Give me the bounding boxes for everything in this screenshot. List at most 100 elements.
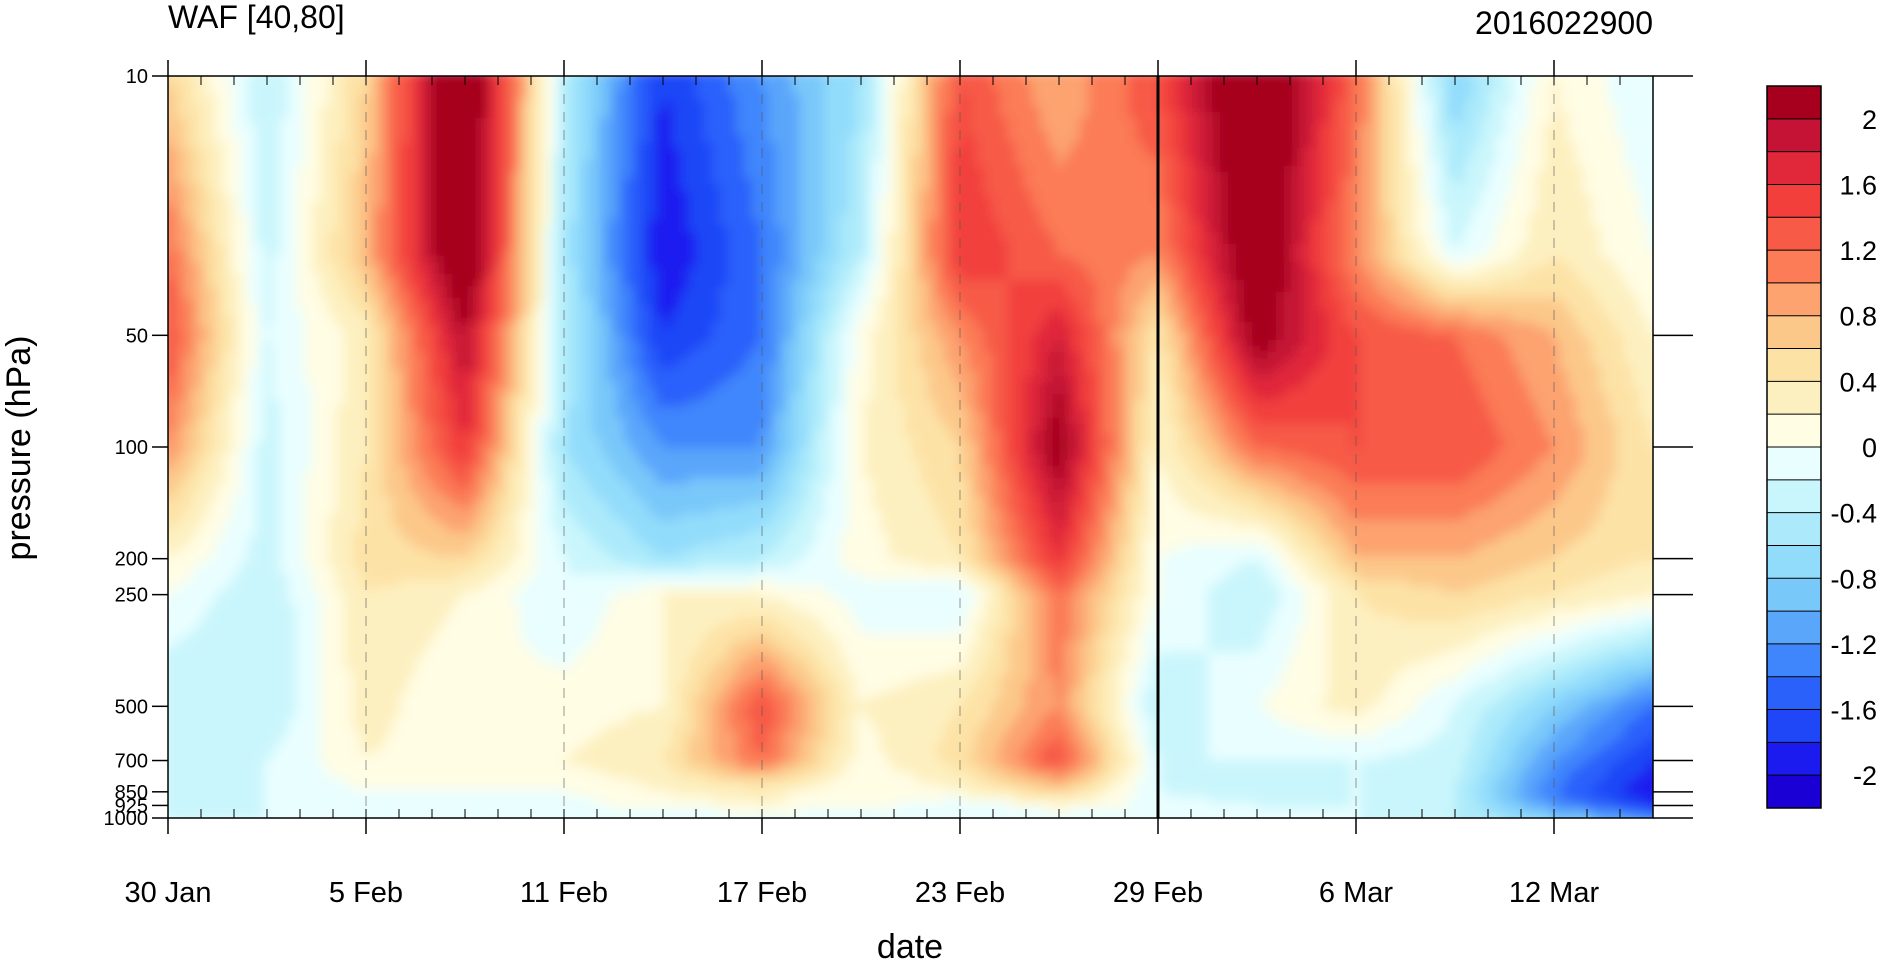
field-cell bbox=[240, 160, 249, 167]
field-cell bbox=[256, 100, 265, 107]
field-cell bbox=[184, 502, 193, 509]
field-cell bbox=[216, 736, 225, 743]
field-cell bbox=[176, 586, 185, 593]
field-cell bbox=[264, 406, 273, 413]
field-cell bbox=[232, 382, 241, 389]
field-cell bbox=[200, 760, 209, 767]
field-cell bbox=[168, 610, 177, 617]
field-cell bbox=[216, 592, 225, 599]
field-cell bbox=[200, 646, 209, 653]
field-cell bbox=[208, 232, 217, 239]
field-cell bbox=[248, 124, 257, 131]
field-cell bbox=[208, 784, 217, 791]
field-cell bbox=[208, 748, 217, 755]
field-cell bbox=[208, 472, 217, 479]
field-cell bbox=[248, 172, 257, 179]
field-cell bbox=[240, 334, 249, 341]
field-cell bbox=[168, 172, 177, 179]
field-cell bbox=[224, 508, 233, 515]
field-cell bbox=[240, 502, 249, 509]
field-cell bbox=[184, 580, 193, 587]
field-cell bbox=[168, 796, 177, 803]
field-cell bbox=[224, 346, 233, 353]
field-cell bbox=[264, 364, 273, 371]
field-cell bbox=[232, 310, 241, 317]
field-cell bbox=[224, 778, 233, 785]
field-cell bbox=[256, 532, 265, 539]
field-cell bbox=[216, 394, 225, 401]
field-cell bbox=[248, 112, 257, 119]
field-cell bbox=[224, 376, 233, 383]
field-cell bbox=[216, 352, 225, 359]
field-cell bbox=[248, 670, 257, 677]
field-cell bbox=[176, 148, 185, 155]
field-cell bbox=[200, 238, 209, 245]
field-cell bbox=[208, 418, 217, 425]
field-cell bbox=[240, 112, 249, 119]
field-cell bbox=[240, 106, 249, 113]
field-cell bbox=[208, 244, 217, 251]
field-cell bbox=[240, 448, 249, 455]
field-cell bbox=[176, 772, 185, 779]
field-cell bbox=[232, 406, 241, 413]
field-cell bbox=[248, 658, 257, 665]
field-cell bbox=[176, 496, 185, 503]
field-cell bbox=[208, 640, 217, 647]
field-cell bbox=[200, 586, 209, 593]
field-cell bbox=[176, 316, 185, 323]
field-cell bbox=[208, 394, 217, 401]
field-cell bbox=[224, 742, 233, 749]
field-cell bbox=[240, 370, 249, 377]
field-cell bbox=[248, 436, 257, 443]
field-cell bbox=[264, 586, 273, 593]
field-cell bbox=[232, 652, 241, 659]
field-cell bbox=[200, 538, 209, 545]
field-cell bbox=[176, 202, 185, 209]
field-cell bbox=[216, 448, 225, 455]
field-cell bbox=[184, 604, 193, 611]
field-cell bbox=[208, 586, 217, 593]
field-cell bbox=[256, 622, 265, 629]
field-cell bbox=[176, 754, 185, 761]
field-cell bbox=[200, 712, 209, 719]
field-cell bbox=[216, 478, 225, 485]
field-cell bbox=[192, 352, 201, 359]
field-cell bbox=[184, 418, 193, 425]
field-cell bbox=[264, 796, 273, 803]
field-cell bbox=[232, 688, 241, 695]
field-cell bbox=[216, 322, 225, 329]
field-cell bbox=[248, 286, 257, 293]
field-cell bbox=[168, 136, 177, 143]
field-cell bbox=[256, 508, 265, 515]
field-cell bbox=[232, 466, 241, 473]
field-cell bbox=[200, 796, 209, 803]
field-cell bbox=[224, 790, 233, 797]
field-cell bbox=[256, 784, 265, 791]
field-cell bbox=[232, 694, 241, 701]
field-cell bbox=[192, 100, 201, 107]
field-cell bbox=[216, 250, 225, 257]
field-cell bbox=[232, 808, 241, 815]
field-cell bbox=[216, 820, 225, 827]
field-cell bbox=[200, 652, 209, 659]
field-cell bbox=[184, 640, 193, 647]
field-cell bbox=[176, 790, 185, 797]
field-cell bbox=[232, 304, 241, 311]
field-cell bbox=[168, 148, 177, 155]
field-cell bbox=[200, 442, 209, 449]
field-cell bbox=[184, 688, 193, 695]
field-cell bbox=[200, 430, 209, 437]
field-cell bbox=[208, 148, 217, 155]
field-cell bbox=[176, 250, 185, 257]
field-cell bbox=[216, 562, 225, 569]
field-cell bbox=[176, 700, 185, 707]
field-cell bbox=[224, 454, 233, 461]
field-cell bbox=[208, 454, 217, 461]
field-cell bbox=[192, 472, 201, 479]
field-cell bbox=[200, 322, 209, 329]
field-cell bbox=[264, 454, 273, 461]
field-cell bbox=[224, 718, 233, 725]
field-cell bbox=[248, 610, 257, 617]
field-cell bbox=[240, 706, 249, 713]
field-cell bbox=[184, 88, 193, 95]
